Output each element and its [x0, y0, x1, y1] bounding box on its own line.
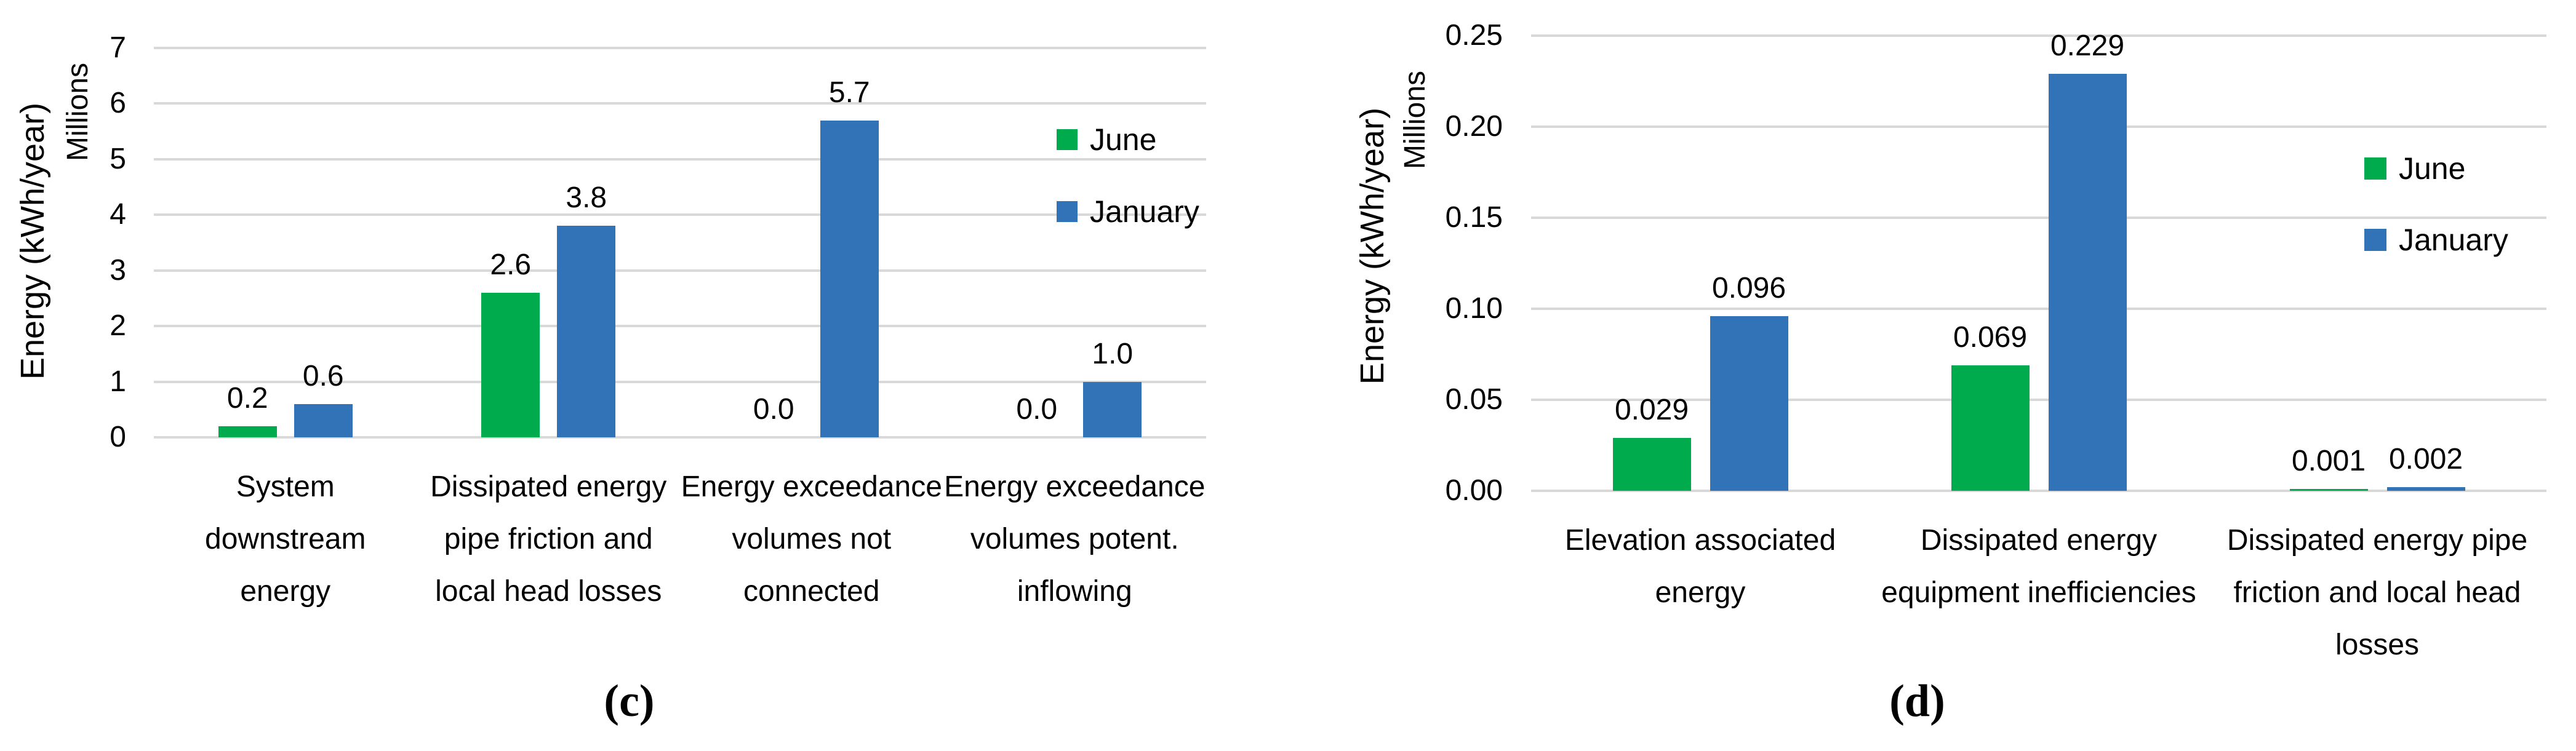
data-label: 1.0: [1092, 337, 1134, 370]
panel-caption-c: (c): [604, 676, 655, 726]
category-label: downstream: [205, 523, 366, 555]
gridline: [1531, 399, 2546, 401]
y-tick-label: 0.05: [1445, 383, 1503, 416]
data-label: 0.6: [302, 359, 344, 392]
category-label: equipment inefficiencies: [1881, 576, 2196, 609]
data-label: 0.001: [2291, 445, 2366, 478]
data-label: 0.096: [1711, 271, 1786, 304]
legend-swatch-june: [1057, 129, 1078, 150]
gridline: [1531, 217, 2546, 219]
gridline: [154, 213, 1206, 217]
bar-january: [294, 403, 353, 437]
y-tick-label: 2: [110, 309, 126, 343]
bar-june: [1612, 438, 1691, 491]
bar-june: [2289, 489, 2368, 491]
gridline: [1531, 34, 2546, 37]
bar-january: [2048, 74, 2127, 491]
category-label: Dissipated energy: [1920, 524, 2158, 557]
bar-june: [1951, 365, 2030, 491]
legend-swatch-june: [2364, 157, 2386, 180]
legend-item-january: January: [2364, 223, 2508, 257]
legend-label-january: January: [1090, 194, 1199, 229]
y-tick-label: 0.00: [1445, 474, 1503, 507]
category-label: connected: [743, 575, 880, 608]
category-label: friction and local head: [2233, 576, 2521, 609]
legend-item-june: June: [2364, 151, 2465, 186]
category-label: volumes not: [732, 523, 892, 555]
bar-january: [820, 120, 879, 437]
bar-january: [2386, 487, 2465, 491]
y-tick-label: 1: [110, 365, 126, 398]
category-label: Dissipated energy pipe: [2226, 524, 2528, 557]
gridline: [154, 47, 1206, 49]
gridline: [154, 436, 1206, 439]
legend-swatch-january: [2364, 229, 2386, 251]
data-label: 0.2: [226, 381, 268, 415]
data-label: 0.029: [1614, 394, 1689, 427]
gridline: [154, 269, 1206, 272]
gridline: [1531, 308, 2546, 310]
category-label: Energy exceedance: [944, 471, 1206, 503]
data-label: 0.0: [753, 393, 794, 426]
y-tick-label: 3: [110, 253, 126, 287]
data-label: 0.229: [2050, 30, 2125, 63]
data-label: 2.6: [490, 248, 532, 281]
y-tick-label: 6: [110, 87, 126, 120]
data-label: 0.0: [1016, 393, 1058, 426]
gridline: [1531, 490, 2546, 492]
y-tick-label: 7: [110, 31, 126, 64]
y-tick-label: 0.15: [1445, 201, 1503, 234]
data-label: 0.002: [2388, 443, 2463, 476]
y-tick-label: 4: [110, 198, 126, 231]
category-label: Dissipated energy: [430, 471, 667, 503]
data-label: 0.069: [1953, 320, 2028, 354]
legend-item-january: January: [1057, 194, 1199, 229]
legend-swatch-january: [1057, 201, 1078, 222]
bar-june: [481, 292, 540, 437]
y-tick-label: 0.25: [1445, 19, 1503, 52]
panel-caption-d: (d): [1889, 676, 1945, 726]
data-label: 5.7: [828, 76, 870, 109]
category-label: Energy exceedance: [681, 471, 942, 503]
y-tick-label: 0: [110, 421, 126, 453]
category-label: local head losses: [435, 575, 662, 608]
category-label: volumes potent.: [970, 523, 1179, 555]
category-label: Elevation associated: [1564, 524, 1836, 557]
category-label: energy: [1655, 576, 1746, 609]
legend-label-june: June: [2399, 151, 2466, 186]
bar-june: [218, 426, 277, 437]
y-tick-label: 0.20: [1445, 110, 1503, 143]
bar-january: [1083, 381, 1142, 437]
bar-january: [1710, 316, 1788, 491]
y-tick-label: 5: [110, 142, 126, 175]
category-label: pipe friction and: [444, 523, 653, 555]
legend-label-january: January: [2399, 223, 2508, 257]
category-label: energy: [240, 575, 331, 608]
bar-january: [557, 226, 616, 437]
category-label: inflowing: [1017, 575, 1132, 608]
gridline: [154, 325, 1206, 328]
data-label: 3.8: [566, 181, 607, 215]
y-axis-title-c: Energy (kWh/year): [14, 102, 51, 380]
gridline: [154, 102, 1206, 105]
legend-item-june: June: [1057, 122, 1156, 157]
y-tick-label: 0.10: [1445, 292, 1503, 325]
legend-label-june: June: [1090, 122, 1157, 157]
category-label: losses: [2335, 629, 2420, 661]
category-label: System: [236, 471, 335, 503]
gridline: [154, 157, 1206, 161]
y-axis-title-d: Energy (kWh/year): [1354, 107, 1391, 385]
gridline: [1531, 125, 2546, 128]
gridline: [154, 380, 1206, 383]
